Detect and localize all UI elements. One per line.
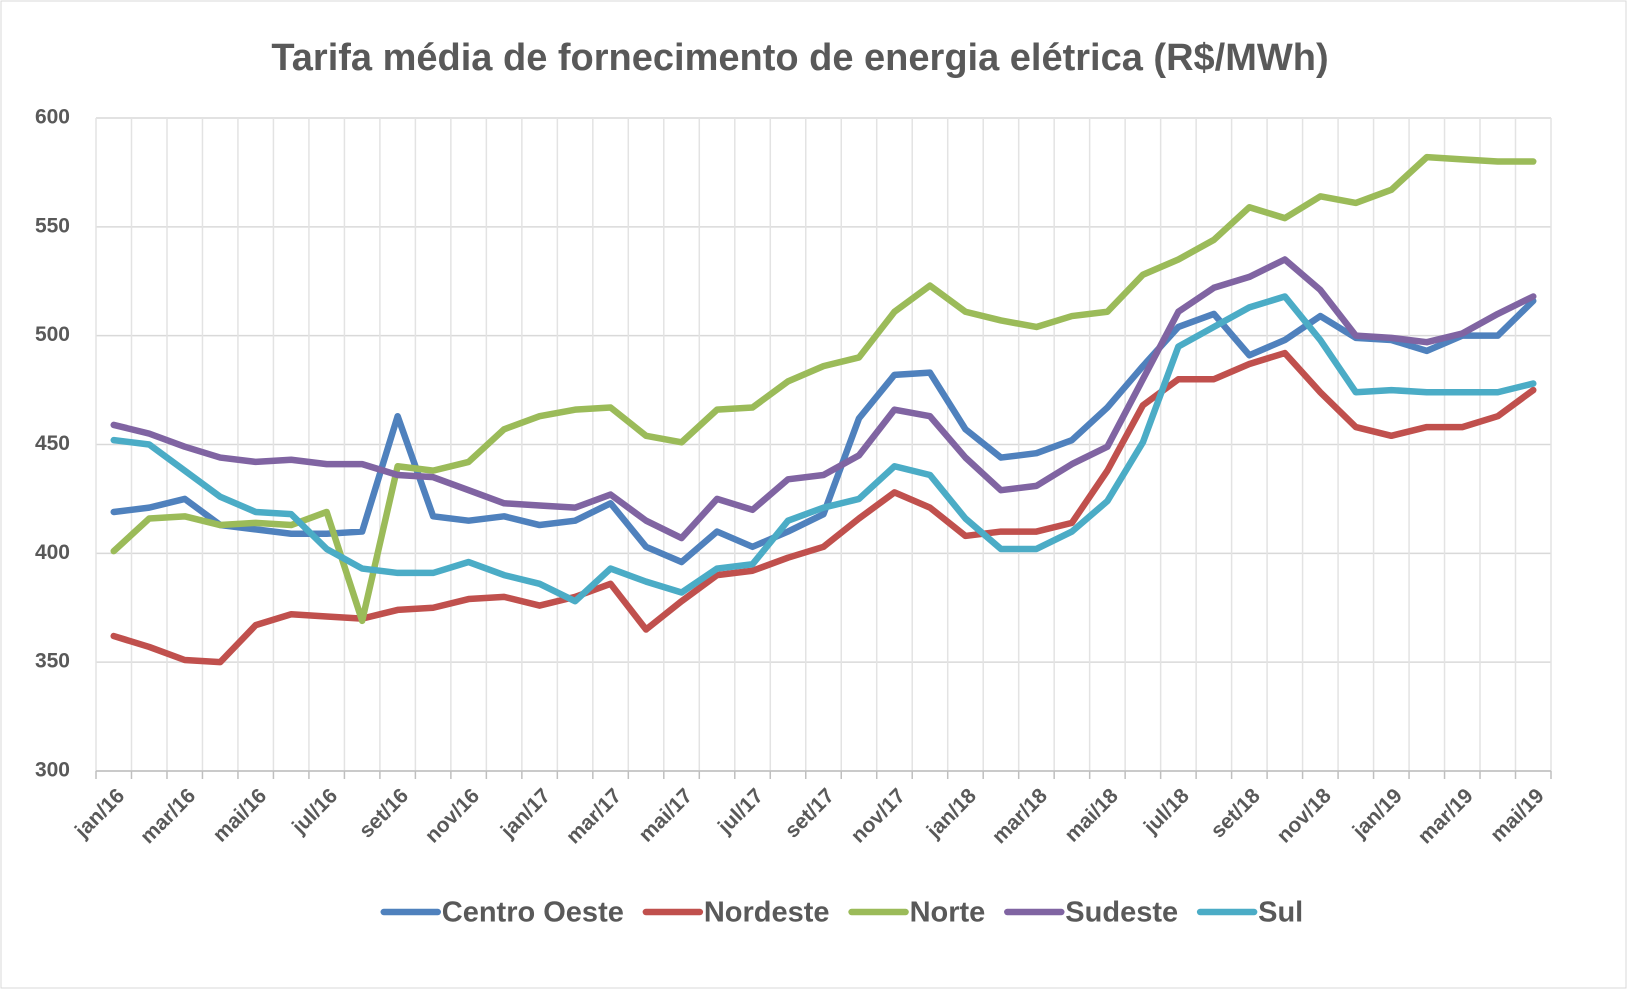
legend-label: Centro Oeste: [442, 897, 624, 929]
chart-title: Tarifa média de fornecimento de energia …: [271, 37, 1328, 79]
series-line: [110, 256, 1537, 542]
y-tick-label: 500: [35, 323, 70, 346]
legend-label: Sudeste: [1065, 897, 1178, 929]
legend-label: Nordeste: [704, 897, 830, 929]
y-tick-label: 600: [35, 106, 70, 129]
series-line: [110, 293, 1537, 605]
series-line: [110, 153, 1537, 625]
y-tick-label: 300: [35, 759, 70, 782]
series-line: [110, 349, 1537, 666]
series-line: [110, 297, 1537, 566]
legend: Centro Oeste Nordeste Norte Sudeste Sul: [380, 897, 1303, 929]
y-tick-label: 450: [35, 432, 70, 455]
y-tick-label: 550: [35, 214, 70, 237]
legend-label: Sul: [1258, 897, 1303, 929]
legend-label: Norte: [910, 897, 986, 929]
y-tick-label: 400: [35, 541, 70, 564]
y-tick-label: 350: [35, 650, 70, 673]
